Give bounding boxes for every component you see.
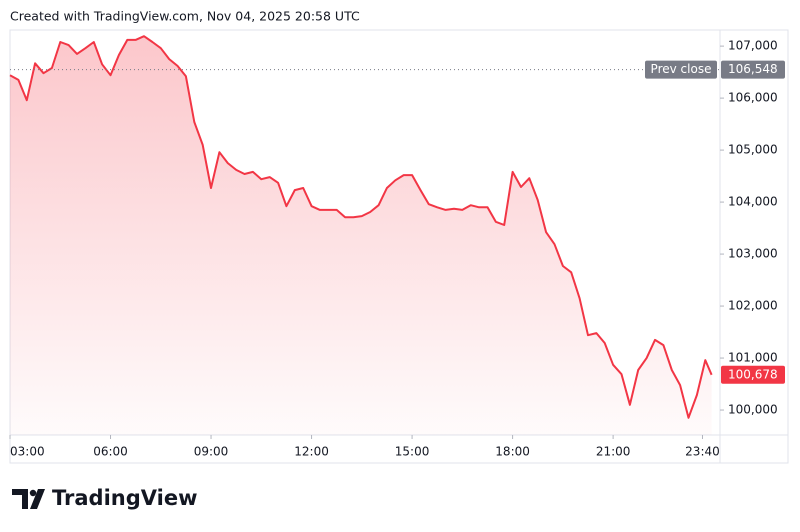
prev-close-label-box [721, 60, 785, 79]
area-fill [10, 36, 712, 435]
y-tick-label: 106,000 [728, 91, 778, 105]
x-tick-label: 12:00 [294, 445, 329, 459]
logo: TradingView [12, 486, 197, 510]
header: Created with TradingView.com, Nov 04, 20… [10, 9, 360, 24]
y-tick-label: 104,000 [728, 195, 778, 209]
prev-close-title-box [645, 60, 717, 79]
y-tick-label: 100,000 [728, 403, 778, 417]
y-tick-label: 101,000 [728, 351, 778, 365]
x-tick-label: 06:00 [93, 445, 128, 459]
x-tick-label: 21:00 [596, 445, 631, 459]
y-tick-label: 105,000 [728, 143, 778, 157]
y-tick-label: 102,000 [728, 299, 778, 313]
last-price-box [721, 365, 785, 384]
y-tick-label: 103,000 [728, 247, 778, 261]
brand: TradingView [52, 486, 197, 510]
y-tick-label: 107,000 [728, 39, 778, 53]
x-tick-label: 09:00 [194, 445, 229, 459]
x-tick-label: 03:00 [10, 445, 45, 459]
price-line [9, 35, 713, 419]
x-tick-label: 23:40 [685, 445, 720, 459]
prev-close-title: Prev close [651, 62, 712, 76]
x-tick-label: 18:00 [495, 445, 530, 459]
prev-close-label: 106,548 [728, 62, 778, 76]
x-tick-label: 15:00 [395, 445, 430, 459]
last-price-label: 100,678 [728, 367, 778, 381]
